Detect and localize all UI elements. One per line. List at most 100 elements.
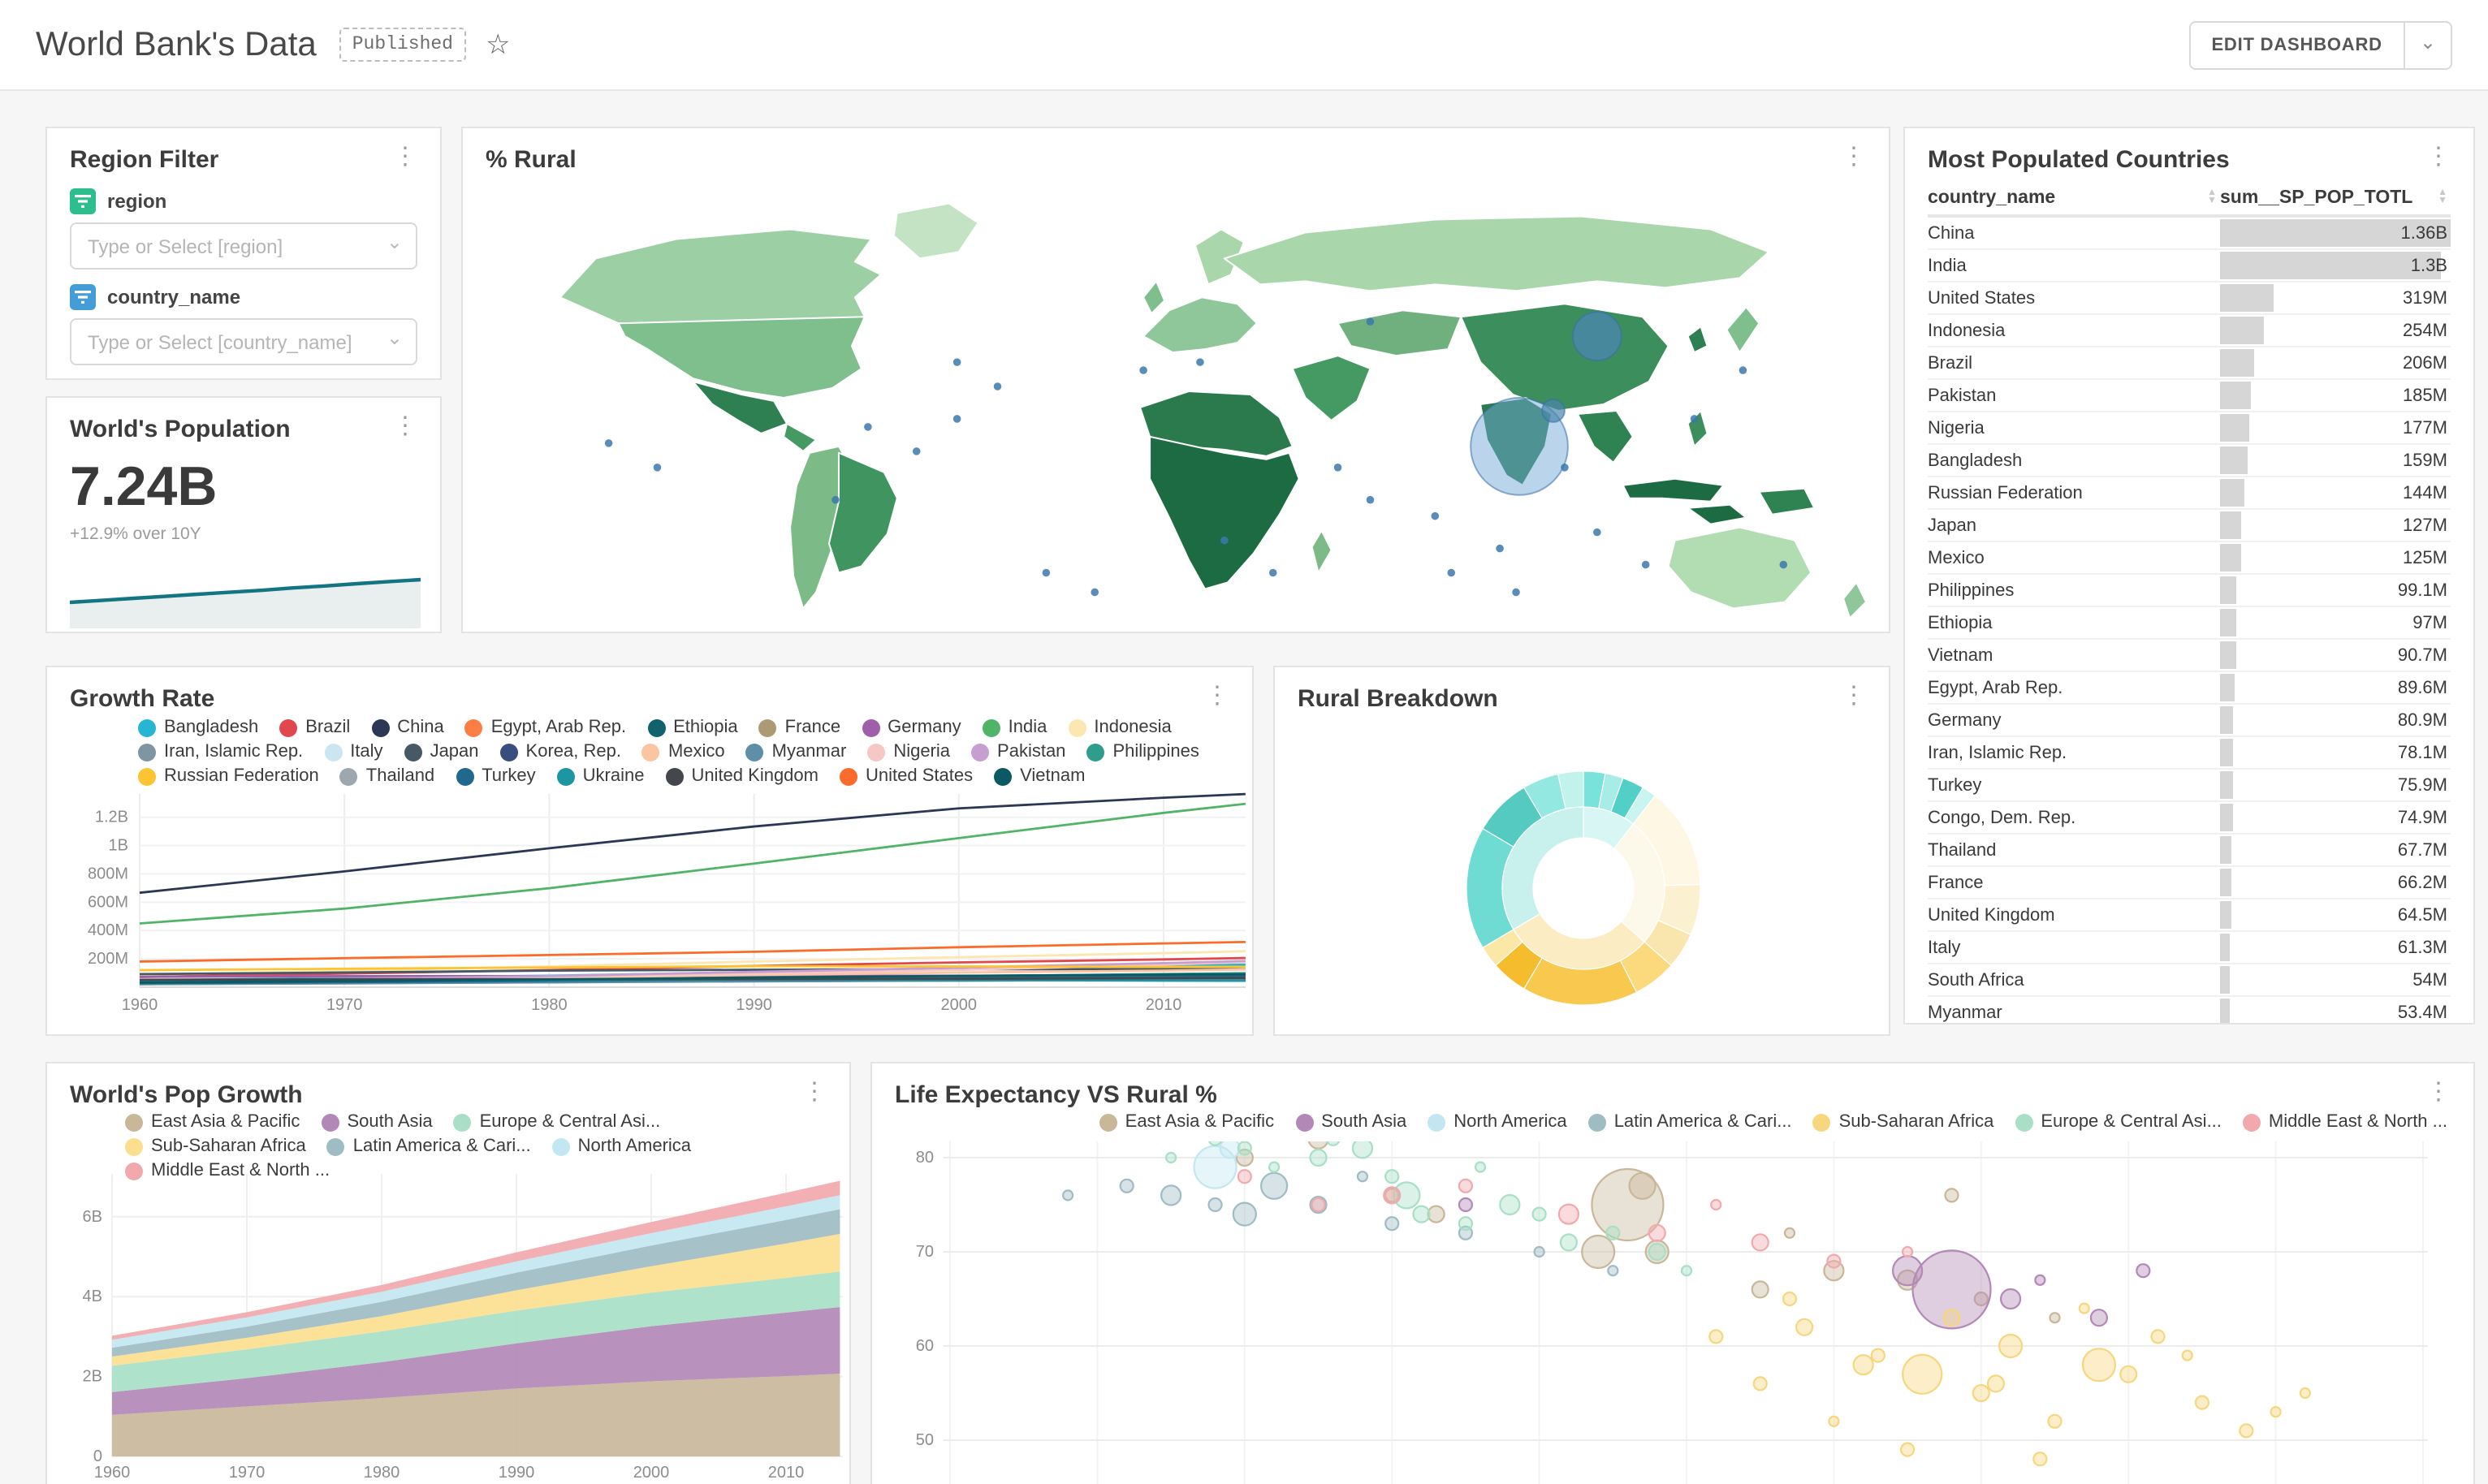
map-dot [1512,588,1520,597]
legend-item[interactable]: South Asia [1295,1112,1406,1132]
kebab-menu-icon[interactable]: ⋮ [2426,143,2451,170]
table-row[interactable]: Myanmar 53.4M [1928,997,2451,1023]
legend-item[interactable]: France [758,718,840,737]
table-row[interactable]: Mexico 125M [1928,542,2451,575]
cell-country-name: Russian Federation [1928,483,2083,503]
legend-item[interactable]: Thailand [339,766,434,786]
table-row[interactable]: Russian Federation 144M [1928,477,2451,510]
column-header-population[interactable]: sum__SP_POP_TOTL ▲ ▼ [2220,188,2451,208]
table-row[interactable]: China 1.36B [1928,218,2451,250]
table-row[interactable]: South Africa 54M [1928,964,2451,997]
table-row[interactable]: Pakistan 185M [1928,380,2451,412]
legend-item[interactable]: Myanmar [745,742,846,761]
legend-label: Brazil [305,718,351,737]
legend-item[interactable]: Bangladesh [138,718,258,737]
legend-item[interactable]: Philippines [1086,742,1199,761]
legend-item[interactable]: Ukraine [556,766,644,786]
table-row[interactable]: Congo, Dem. Rep. 74.9M [1928,802,2451,835]
legend-item[interactable]: Ethiopia [647,718,738,737]
kebab-menu-icon[interactable]: ⋮ [2426,1078,2451,1106]
table-row[interactable]: Ethiopia 97M [1928,607,2451,640]
cell-population: 127M [2220,510,2451,541]
value-bar [2220,219,2451,247]
legend-item[interactable]: Middle East & North ... [2242,1112,2447,1132]
cell-population-value: 206M [2402,353,2447,373]
legend-label: United States [866,766,974,786]
kebab-menu-icon[interactable]: ⋮ [1842,682,1866,710]
kebab-menu-icon[interactable]: ⋮ [393,143,417,170]
kebab-menu-icon[interactable]: ⋮ [802,1078,827,1106]
cell-country-name: South Africa [1928,970,2024,990]
card-region-filter: Region Filter ⋮ region ⌄ country_name [45,127,442,380]
legend-item[interactable]: Iran, Islamic Rep. [138,742,303,761]
legend-item[interactable]: Italy [324,742,383,761]
legend-item[interactable]: Sub-Saharan Africa [125,1137,306,1156]
legend-item[interactable]: Europe & Central Asi... [453,1112,660,1132]
map-dot [912,447,921,455]
table-row[interactable]: Philippines 99.1M [1928,575,2451,607]
table-row[interactable]: Vietnam 90.7M [1928,640,2451,672]
country-select-input[interactable] [70,318,417,365]
table-row[interactable]: Nigeria 177M [1928,412,2451,445]
legend-item[interactable]: South Asia [321,1112,433,1132]
legend-dot [464,718,483,736]
legend-item[interactable]: Japan [404,742,479,761]
status-badge[interactable]: Published [339,28,466,62]
card-title: % Rural [486,146,577,174]
legend-item[interactable]: Russian Federation [138,766,319,786]
legend-item[interactable]: Nigeria [867,742,950,761]
edit-dashboard-button[interactable]: EDIT DASHBOARD [2188,20,2405,69]
kebab-menu-icon[interactable]: ⋮ [1842,143,1866,170]
favorite-star-icon[interactable]: ☆ [486,28,511,59]
map-dot [1447,568,1456,577]
legend-item[interactable]: Korea, Rep. [499,742,621,761]
legend-item[interactable]: North America [551,1137,691,1156]
table-row[interactable]: Thailand 67.7M [1928,835,2451,867]
legend-item[interactable]: Mexico [641,742,725,761]
kebab-menu-icon[interactable]: ⋮ [1205,682,1229,710]
edit-dashboard-caret-button[interactable]: ⌄ [2404,20,2452,69]
table-row[interactable]: France 66.2M [1928,867,2451,899]
table-row[interactable]: United States 319M [1928,283,2451,315]
table-row[interactable]: Brazil 206M [1928,347,2451,380]
legend-item[interactable]: Middle East & North ... [125,1161,330,1180]
legend-item[interactable]: Egypt, Arab Rep. [464,718,626,737]
table-row[interactable]: Japan 127M [1928,510,2451,542]
table-row[interactable]: United Kingdom 64.5M [1928,899,2451,932]
table-row[interactable]: Italy 61.3M [1928,932,2451,964]
table-row[interactable]: Germany 80.9M [1928,705,2451,737]
column-header-country[interactable]: country_name ▲ ▼ [1928,188,2220,208]
legend-item[interactable]: Latin America & Cari... [326,1137,531,1156]
table-row[interactable]: India 1.3B [1928,250,2451,283]
legend-item[interactable]: India [982,718,1047,737]
table-row[interactable]: Bangladesh 159M [1928,445,2451,477]
legend-item[interactable]: Pakistan [971,742,1065,761]
value-bar [2220,966,2230,994]
legend-item[interactable]: Vietnam [994,766,1085,786]
legend-item[interactable]: United States [840,766,973,786]
legend-item[interactable]: East Asia & Pacific [1099,1112,1274,1132]
table-row[interactable]: Iran, Islamic Rep. 78.1M [1928,737,2451,770]
legend-item[interactable]: Brazil [279,718,350,737]
table-row[interactable]: Indonesia 254M [1928,315,2451,347]
kebab-menu-icon[interactable]: ⋮ [393,412,417,440]
legend-item[interactable]: Sub-Saharan Africa [1812,1112,1993,1132]
legend-item[interactable]: China [371,718,444,737]
legend-item[interactable]: United Kingdom [665,766,819,786]
table-row[interactable]: Turkey 75.9M [1928,770,2451,802]
legend-item[interactable]: East Asia & Pacific [125,1112,300,1132]
svg-text:2010: 2010 [1146,996,1182,1014]
map-dot [1496,544,1504,553]
map-dot [1268,568,1277,577]
legend-item[interactable]: Europe & Central Asi... [2015,1112,2222,1132]
cell-population-value: 127M [2402,516,2447,535]
legend-item[interactable]: Germany [862,718,961,737]
table-row[interactable]: Egypt, Arab Rep. 89.6M [1928,672,2451,705]
cell-population-value: 125M [2402,548,2447,567]
legend-item[interactable]: Latin America & Cari... [1587,1112,1792,1132]
legend-item[interactable]: Indonesia [1068,718,1172,737]
legend-item[interactable]: North America [1428,1112,1567,1132]
region-select-input[interactable] [70,222,417,270]
legend-item[interactable]: Turkey [456,766,536,786]
svg-text:1990: 1990 [499,1464,535,1482]
